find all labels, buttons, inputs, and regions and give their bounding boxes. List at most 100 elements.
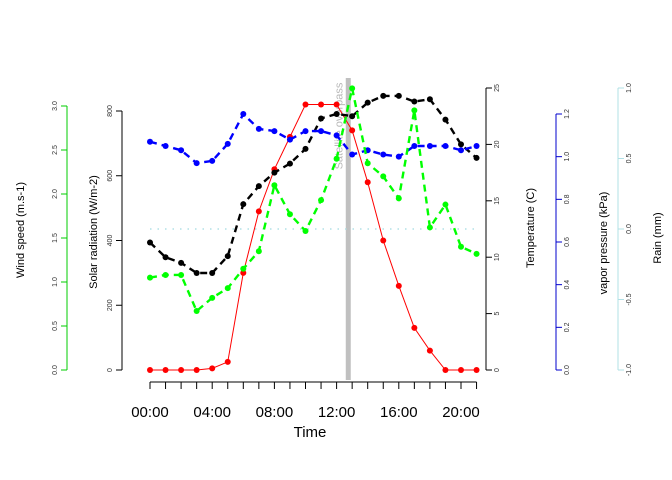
vapor-point — [302, 128, 309, 135]
vapor-point — [162, 143, 169, 149]
wind-point — [364, 160, 371, 167]
temp-point — [240, 201, 247, 208]
wind-point — [162, 271, 169, 278]
solar-point — [442, 367, 449, 373]
temp-point — [411, 98, 418, 105]
vapor-point — [224, 140, 231, 147]
solar-point — [411, 324, 418, 331]
solar-point — [209, 365, 216, 372]
vapor-point — [426, 143, 433, 149]
wind-line — [149, 88, 478, 314]
solar-tick-label: 200 — [107, 299, 114, 311]
x-axis: 00:00 04:00 08:00 12:00 16:00 20:00 — [131, 381, 480, 421]
vapor-point — [147, 138, 153, 145]
wind-axis-label: Wind speed (m.s-1) — [15, 182, 27, 278]
vapor-point — [395, 153, 402, 160]
vapor-point — [255, 125, 262, 132]
temp-point — [193, 269, 200, 276]
solar-point — [473, 367, 480, 373]
vapor-point — [473, 143, 480, 149]
wind-point — [380, 173, 387, 180]
vapor-line — [149, 112, 477, 165]
x-tick-label: 04:00 — [193, 404, 231, 421]
rain-tick-label: 1.0 — [626, 83, 633, 93]
rain-axis-label: Rain (mm) — [652, 212, 664, 263]
solar-axis: 0 200 400 600 800 Solar radiation (W/m-2) — [88, 105, 123, 372]
wind-point — [349, 85, 356, 92]
temp-point — [271, 169, 278, 176]
vapor-point — [209, 157, 216, 164]
x-tick-label: 00:00 — [131, 404, 169, 421]
vapor-tick-label: 1.0 — [564, 152, 571, 162]
solar-point — [162, 367, 169, 373]
vapor-point — [286, 136, 293, 143]
wind-tick-label: 2.0 — [52, 189, 59, 199]
vapor-axis-label: vapor pressure (kPa) — [598, 192, 610, 295]
rain-axis: -1.0 -0.5 0.0 0.5 1.0 Rain (mm) — [617, 83, 664, 376]
temp-tick-label: 25 — [494, 84, 501, 92]
wind-point — [209, 294, 216, 301]
temp-point — [318, 115, 325, 122]
wind-point — [395, 195, 402, 202]
solar-point — [333, 101, 340, 108]
vapor-tick-label: 0.2 — [564, 322, 571, 332]
vapor-point — [193, 160, 200, 167]
solar-point — [224, 358, 231, 365]
temp-point — [302, 145, 309, 152]
wind-tick-label: 2.5 — [52, 145, 59, 155]
vapor-point — [271, 128, 278, 135]
wind-point — [318, 197, 325, 204]
temp-point — [395, 92, 402, 99]
temp-point — [364, 99, 371, 106]
wind-series — [147, 85, 480, 315]
solar-series — [147, 101, 480, 373]
wind-point — [302, 227, 309, 234]
temp-tick-label: 15 — [494, 197, 501, 205]
temp-point — [286, 160, 293, 167]
vapor-point — [458, 147, 464, 154]
temp-point — [224, 253, 231, 260]
rain-tick-label: 0.0 — [626, 224, 633, 234]
wind-point — [458, 243, 464, 250]
temp-point — [333, 110, 340, 117]
wind-point — [178, 271, 185, 278]
vapor-axis: 0.0 0.2 0.4 0.6 0.8 1.0 1.2 vapor pressure (kPa… — [555, 109, 610, 375]
solar-point — [178, 367, 185, 373]
temp-point — [380, 92, 387, 99]
solar-point — [255, 208, 262, 215]
vapor-point — [442, 143, 449, 149]
solar-tick-label: 800 — [107, 105, 114, 117]
temp-point — [426, 96, 433, 103]
wind-point — [286, 211, 293, 218]
solar-point — [426, 347, 433, 354]
solar-point — [349, 127, 356, 134]
x-tick-label: 16:00 — [380, 404, 418, 421]
solar-tick-label: 600 — [107, 170, 114, 182]
temp-line — [149, 94, 478, 275]
wind-point — [426, 224, 433, 231]
temp-point — [255, 183, 262, 190]
wind-tick-label: 1.0 — [52, 277, 59, 287]
temp-point — [473, 154, 480, 161]
temp-axis: 0 5 10 15 20 25 Temperature (C) — [485, 84, 537, 372]
vapor-tick-label: 1.2 — [564, 109, 571, 119]
solar-point — [458, 367, 464, 373]
vapor-tick-label: 0.6 — [564, 237, 571, 247]
x-tick-label: 20:00 — [442, 404, 480, 421]
solar-point — [193, 367, 200, 373]
wind-point — [271, 182, 278, 189]
wind-tick-label: 0.0 — [52, 365, 59, 375]
rain-tick-label: 0.5 — [626, 154, 633, 164]
solar-point — [380, 237, 387, 244]
wind-tick-label: 1.5 — [52, 233, 59, 243]
temp-series — [147, 92, 480, 276]
wind-point — [473, 250, 480, 257]
temp-tick-label: 0 — [494, 368, 501, 372]
series-layer — [147, 85, 480, 373]
wind-point — [411, 107, 418, 114]
temp-tick-label: 5 — [494, 312, 501, 316]
vapor-point — [178, 147, 185, 154]
temp-point — [178, 259, 185, 266]
wind-point — [240, 265, 247, 272]
